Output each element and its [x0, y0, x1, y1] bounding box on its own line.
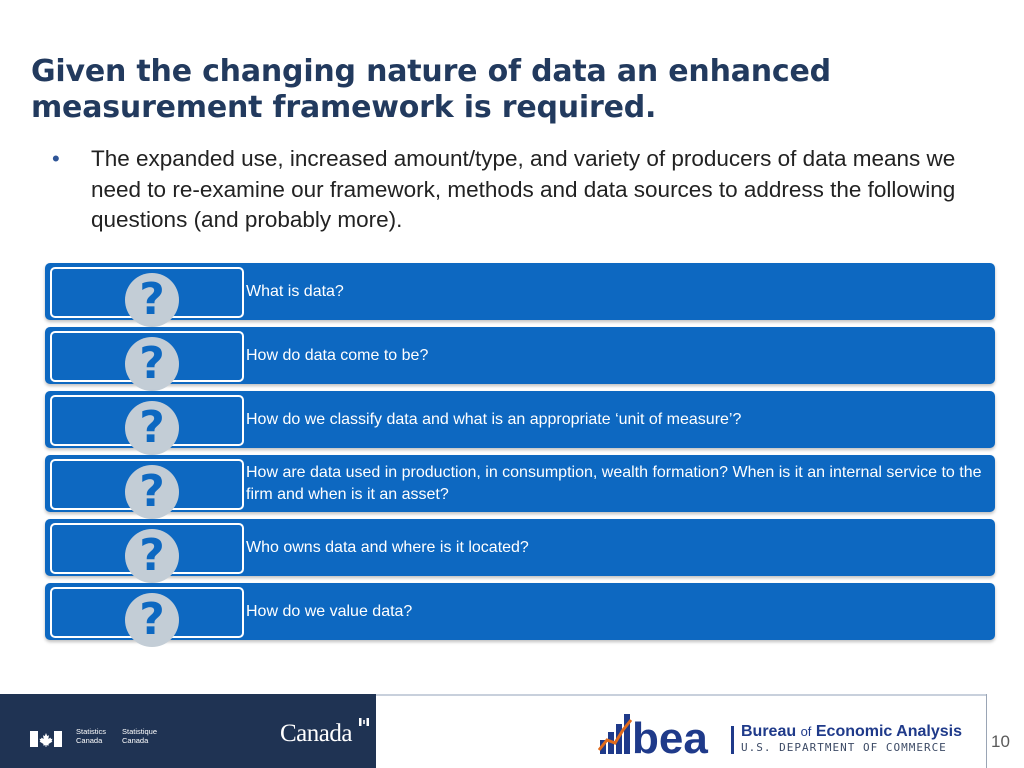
- footer: Statistics Canada Statistique Canada Can…: [0, 694, 1024, 768]
- bullet-text: The expanded use, increased amount/type,…: [91, 146, 956, 232]
- statcan-english: Statistics Canada: [76, 727, 107, 745]
- bea-logo-icon: bea: [598, 714, 708, 756]
- question-icon-box: ?: [50, 331, 244, 391]
- slide-title: Given the changing nature of data an enh…: [31, 54, 831, 125]
- question-circle: [125, 273, 179, 327]
- questions-list: ? What is data? ? How do data come to be…: [45, 263, 995, 647]
- question-text: How do we classify data and what is an a…: [246, 410, 742, 428]
- question-row: ? How do we value data?: [45, 583, 995, 647]
- question-mark-icon: ?: [139, 338, 165, 389]
- question-text: Who owns data and where is it located?: [246, 538, 529, 556]
- statcan-banner: Statistics Canada Statistique Canada Can…: [0, 694, 376, 768]
- question-text: How do data come to be?: [246, 346, 429, 364]
- question-circle: [125, 337, 179, 391]
- question-row: ? Who owns data and where is it located?: [45, 519, 995, 583]
- question-icon-box: ?: [50, 523, 244, 583]
- question-row: ? How do we classify data and what is an…: [45, 391, 995, 455]
- bea-separator: [731, 726, 734, 754]
- footer-divider: [986, 694, 987, 768]
- footer-rule: [376, 694, 986, 696]
- question-row: ? How are data used in production, in co…: [45, 455, 995, 519]
- question-icon-box: ?: [50, 395, 244, 455]
- question-icon-box: ?: [50, 587, 244, 647]
- question-mark-icon: ?: [139, 274, 165, 325]
- question-mark-icon: ?: [139, 594, 165, 645]
- question-icon-box: ?: [50, 459, 244, 519]
- question-circle: [125, 401, 179, 455]
- bullet-marker: •: [52, 146, 60, 171]
- canada-wordmark-flag-icon: [359, 718, 369, 726]
- bea-department: U.S. DEPARTMENT OF COMMERCE: [741, 741, 947, 754]
- canada-flag-icon: [30, 731, 62, 747]
- question-text: How are data used in production, in cons…: [246, 463, 982, 503]
- question-circle: [125, 593, 179, 647]
- question-text: What is data?: [246, 282, 344, 300]
- question-mark-icon: ?: [139, 530, 165, 581]
- question-icon-box: ?: [50, 267, 244, 327]
- canada-wordmark: Canada: [280, 720, 352, 747]
- bea-name: Bureau of Economic Analysis: [741, 723, 962, 740]
- question-row: ? What is data?: [45, 263, 995, 327]
- question-circle: [125, 465, 179, 519]
- question-mark-icon: ?: [139, 466, 165, 517]
- question-mark-icon: ?: [139, 402, 165, 453]
- question-text: How do we value data?: [246, 602, 413, 620]
- question-row: ? How do data come to be?: [45, 327, 995, 391]
- question-circle: [125, 529, 179, 583]
- page-number: 10: [991, 732, 1010, 751]
- statcan-french: Statistique Canada: [122, 727, 158, 745]
- svg-text:bea: bea: [632, 714, 708, 756]
